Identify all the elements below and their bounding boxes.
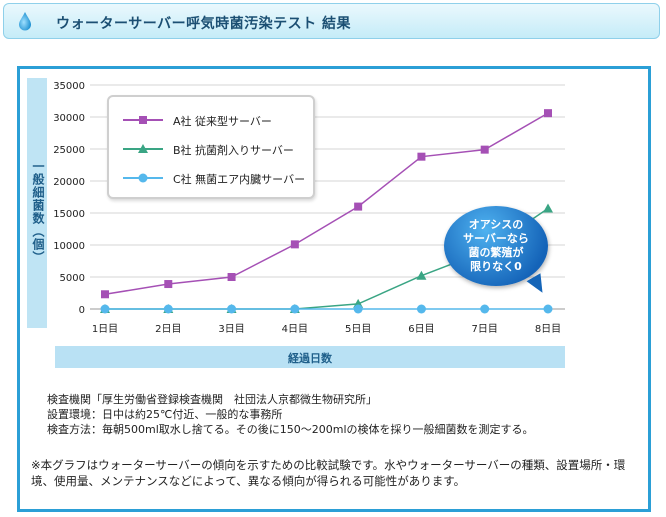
y-tick-label: 25000 [53, 145, 85, 156]
x-tick-label: 8日目 [535, 324, 561, 335]
callout-bubble: オアシスの サーバーなら 菌の繁殖が 限りなく0 [444, 206, 548, 286]
y-tick-label: 35000 [53, 81, 85, 92]
callout-line-3: 菌の繁殖が [468, 246, 524, 259]
data-point-circle [353, 304, 363, 314]
y-axis-label-bar [27, 78, 47, 328]
data-point-square [290, 240, 299, 249]
test-notes: 検査機関「厚生労働省登録検査機関 社団法人京都微生物研究所」 設置環境：日中は約… [47, 392, 534, 437]
data-point-circle [543, 304, 553, 314]
data-point-square [544, 109, 552, 118]
note-lab: 検査機関「厚生労働省登録検査機関 社団法人京都微生物研究所」 [47, 393, 377, 406]
chart-panel [17, 66, 651, 512]
data-point-circle [290, 304, 300, 314]
x-tick-label: 7日目 [472, 324, 498, 335]
title-bar: ウォーターサーバー呼気時菌汚染テスト 結果 [3, 3, 660, 39]
y-tick-label: 0 [79, 305, 85, 316]
data-point-circle [163, 304, 173, 314]
x-tick-label: 4日目 [282, 324, 308, 335]
water-drop-icon [19, 12, 31, 31]
legend-label-c: C社 無菌エア内臓サーバー [173, 173, 306, 186]
page-title: ウォーターサーバー呼気時菌汚染テスト 結果 [56, 16, 351, 32]
note-environment: 設置環境：日中は約25℃付近、一般的な事務所 [47, 408, 283, 421]
series-line [104, 112, 549, 296]
note-method: 検査方法：毎朝500ml取水し捨てる。その後に150～200mlの検体を採り一般… [47, 423, 534, 436]
data-point-circle [100, 304, 110, 314]
legend-swatch-a [123, 116, 163, 124]
legend-label-a: A社 従来型サーバー [173, 115, 272, 128]
y-tick-label: 10000 [53, 241, 85, 252]
legend-label-b: B社 抗菌剤入りサーバー [173, 144, 294, 157]
x-tick-label: 6日目 [408, 324, 434, 335]
data-point-circle [416, 304, 426, 314]
chart-legend: A社 従来型サーバー B社 抗菌剤入りサーバー C社 無菌エア内臓サーバー [107, 95, 315, 199]
data-point-square [227, 273, 236, 281]
legend-swatch-b [123, 144, 163, 153]
data-point-triangle [543, 203, 553, 213]
data-point-triangle [416, 270, 427, 280]
x-tick-label: 5日目 [345, 324, 371, 335]
data-point-circle [227, 304, 237, 314]
x-tick-label: 2日目 [155, 324, 181, 335]
data-point-square [480, 145, 489, 154]
data-point-square [164, 280, 173, 289]
callout-line-4: 限りなく0 [470, 260, 522, 273]
x-axis-label: 経過日数 [288, 352, 332, 365]
x-tick-label: 3日目 [218, 324, 244, 335]
x-axis-label-bar [55, 346, 565, 368]
y-tick-label: 5000 [60, 273, 85, 284]
data-point-square [101, 290, 109, 299]
x-tick-label: 1日目 [92, 324, 118, 335]
legend-swatch-c [123, 173, 163, 183]
data-point-circle [480, 304, 490, 314]
callout-line-1: オアシスの [468, 218, 524, 231]
disclaimer-text: ※本グラフはウォーターサーバーの傾向を示すための比較試験です。水やウォーターサー… [31, 458, 626, 488]
y-axis-label: 一般細菌数（個） [31, 160, 45, 264]
data-point-square [354, 202, 363, 211]
y-tick-label: 15000 [53, 209, 85, 220]
callout-line-2: サーバーなら [463, 232, 529, 245]
data-point-square [417, 152, 426, 161]
y-tick-label: 30000 [53, 113, 85, 124]
y-tick-label: 20000 [53, 177, 85, 188]
